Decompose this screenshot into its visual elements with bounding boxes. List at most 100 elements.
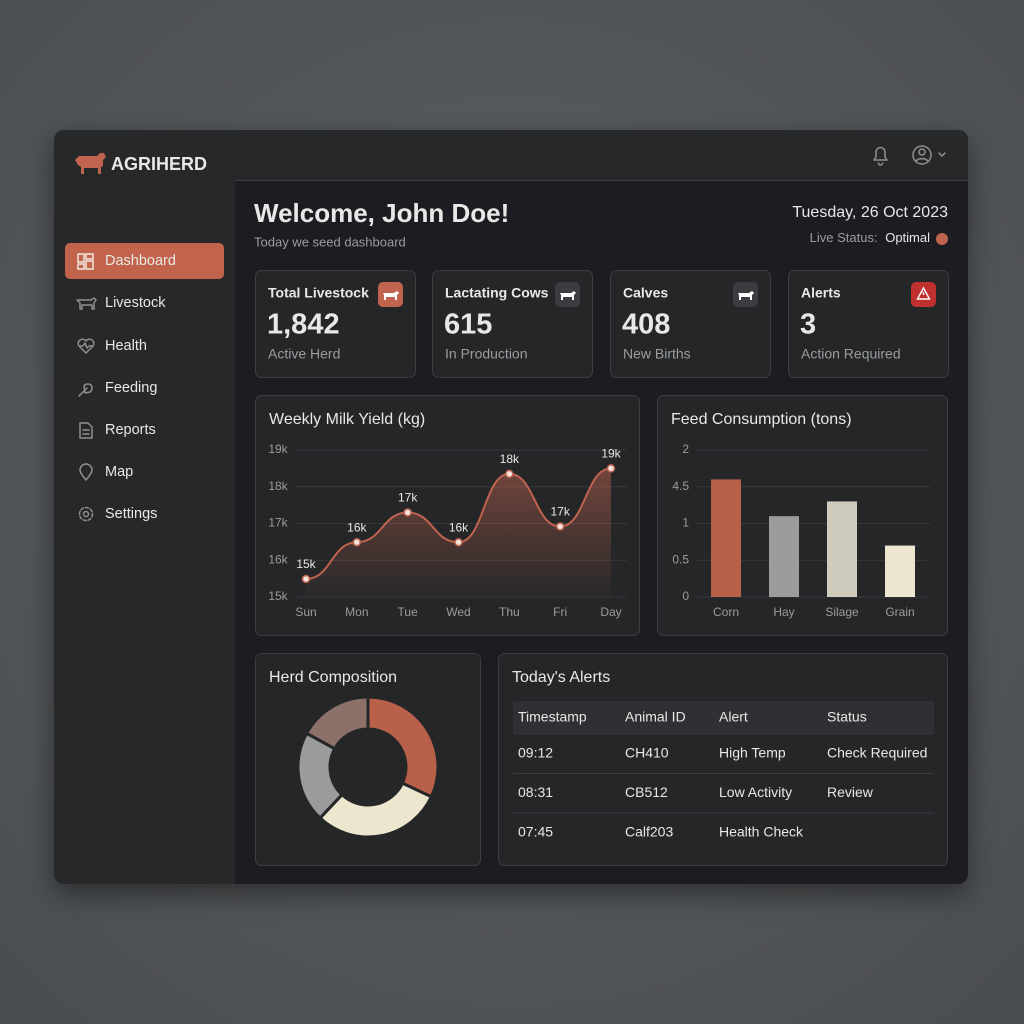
x-tick-label: Thu [499, 605, 520, 619]
column-header: Status [827, 709, 867, 725]
milk-chart: Weekly Milk Yield (kg) 15k 16k 17k 18k 19k Su… [268, 411, 627, 619]
kpi-caption: Action Required [801, 346, 901, 362]
x-tick-label: Mon [345, 605, 368, 619]
table-cell: 08:31 [518, 784, 553, 800]
icon-map [79, 463, 93, 481]
table-cell: Check Required [827, 745, 927, 761]
kpi-card [255, 270, 416, 378]
kpi-caption: New Births [623, 346, 691, 362]
x-tick-label: Day [600, 605, 621, 619]
kpi-label: Lactating Cows [445, 285, 549, 301]
table-cell: CH410 [625, 745, 669, 761]
y-tick-label: 18k [268, 479, 288, 493]
feed-card [657, 395, 948, 636]
y-tick-label: 0 [682, 589, 689, 603]
column-header: Timestamp [518, 709, 587, 725]
kpi-card [432, 270, 593, 378]
table-cell: Calf203 [625, 824, 673, 840]
kpi-label: Calves [623, 285, 668, 301]
table-cell: 09:12 [518, 745, 553, 761]
point [606, 464, 616, 473]
status-value: Optimal [885, 230, 930, 245]
nav-item[interactable]: Livestock [105, 295, 166, 311]
icon-dashboard [77, 253, 94, 270]
kpi-caption: Active Herd [268, 346, 340, 362]
icon-livestock [76, 297, 97, 310]
column-header: Animal ID [625, 709, 686, 725]
value-label: 15k [296, 557, 316, 571]
herd-card [255, 653, 481, 866]
user-menu[interactable] [912, 145, 946, 165]
welcome-subtitle: Today we seed dashboard [254, 234, 406, 249]
value-label: 16k [449, 520, 469, 534]
x-tick-label: Silage [825, 605, 859, 619]
bar [885, 545, 915, 597]
table-cell: CB512 [625, 784, 668, 800]
brand-icon [75, 153, 106, 174]
icon-settings [82, 510, 90, 518]
kpi-value: 3 [800, 309, 816, 341]
value-label: 16k [347, 520, 367, 534]
bar [827, 501, 857, 597]
nav-item[interactable]: Health [105, 338, 147, 354]
nav-item[interactable]: Dashboard [105, 253, 176, 269]
icon-health [77, 338, 95, 354]
brand-name: AGRIHERD [111, 154, 207, 174]
status: Live Status: Optimal [810, 230, 930, 245]
welcome-title: Welcome, John Doe! [254, 198, 509, 228]
y-tick-label: 4.5 [672, 479, 689, 493]
nav-item[interactable]: Feeding [105, 380, 157, 396]
x-tick-label: Corn [713, 605, 739, 619]
nav: Dashboard Livestock Health Feeding Reports Ma… [105, 253, 176, 522]
chart-title: Weekly Milk Yield (kg) [269, 411, 425, 428]
nav-item[interactable]: Reports [105, 422, 156, 438]
feed-chart: Feed Consumption (tons) 0 0.5 1 4.5 2 Corn Hay… [671, 411, 930, 619]
kpi-card [610, 270, 771, 378]
icon-feeding [78, 383, 93, 397]
y-tick-label: 1 [682, 516, 689, 530]
point [505, 469, 514, 479]
top-bar [235, 130, 968, 180]
value-label: 17k [398, 491, 418, 505]
nav-item[interactable]: Map [105, 464, 133, 480]
pie-segment [317, 781, 434, 839]
y-tick-label: 2 [682, 442, 689, 456]
kpi-icon [560, 291, 576, 300]
table-cell: Health Check [719, 824, 804, 840]
column-header: Alert [719, 709, 748, 725]
point [301, 574, 311, 584]
date: Tuesday, 26 Oct 2023 [792, 204, 948, 221]
notifications-button[interactable] [873, 146, 888, 166]
point [454, 537, 463, 547]
value-label: 19k [601, 447, 621, 461]
y-tick-label: 0.5 [672, 552, 689, 566]
y-tick-label: 16k [268, 552, 288, 566]
y-tick-label: 17k [268, 516, 288, 530]
point [403, 508, 412, 517]
kpi-icon [738, 291, 754, 300]
kpi-row: Total Livestock 1,842 Active Herd Lactating… [255, 270, 949, 378]
x-tick-label: Hay [773, 605, 794, 619]
x-tick-label: Wed [446, 605, 470, 619]
pie-segment [304, 695, 370, 751]
x-tick-label: Tue [398, 605, 419, 619]
value-label: 18k [500, 452, 520, 466]
status-dot [936, 233, 948, 245]
chart-title: Feed Consumption (tons) [671, 411, 852, 428]
kpi-value: 1,842 [267, 309, 340, 341]
kpi-value: 408 [622, 309, 670, 341]
point [555, 522, 565, 531]
kpi-label: Total Livestock [268, 285, 369, 301]
nav-item[interactable]: Settings [105, 506, 157, 522]
kpi-icon [916, 286, 931, 300]
icon-settings-ring [78, 506, 94, 522]
bar [769, 516, 799, 597]
pie-segment [366, 695, 440, 799]
table-cell: 07:45 [518, 824, 553, 840]
kpi-value: 615 [444, 309, 492, 341]
value-label: 17k [550, 505, 570, 519]
x-tick-label: Sun [295, 605, 316, 619]
chart-title: Herd Composition [269, 669, 397, 686]
